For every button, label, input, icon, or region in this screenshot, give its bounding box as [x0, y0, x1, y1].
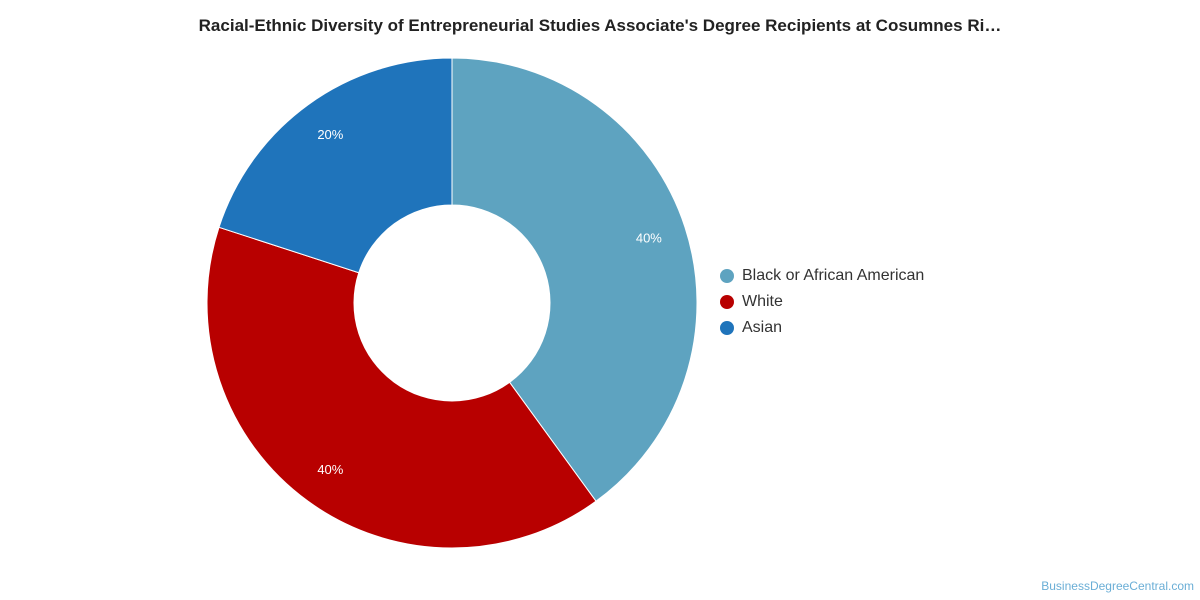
legend-label-black: Black or African American [742, 267, 925, 284]
slice-label-white: 40% [317, 462, 343, 477]
legend-swatch-white [720, 295, 734, 309]
legend-item-asian[interactable]: Asian [720, 318, 924, 338]
chart-title: Racial-Ethnic Diversity of Entrepreneuri… [198, 16, 1002, 35]
slice-asian[interactable] [218, 57, 453, 274]
slice-black[interactable] [451, 57, 698, 502]
legend-label-white: White [742, 293, 783, 310]
legend-swatch-asian [720, 321, 734, 335]
legend-item-black-or-african-american[interactable]: Black or African American [720, 266, 924, 286]
legend-swatch-black [720, 269, 734, 283]
slice-white[interactable] [206, 226, 597, 549]
legend-label-asian: Asian [742, 319, 783, 336]
watermark[interactable]: BusinessDegreeCentral.com [1041, 579, 1194, 593]
legend-item-white[interactable]: White [720, 292, 924, 312]
legend: Black or African American White Asian [720, 266, 924, 338]
slice-label-asian: 20% [317, 127, 343, 142]
slice-label-black: 40% [636, 230, 662, 245]
